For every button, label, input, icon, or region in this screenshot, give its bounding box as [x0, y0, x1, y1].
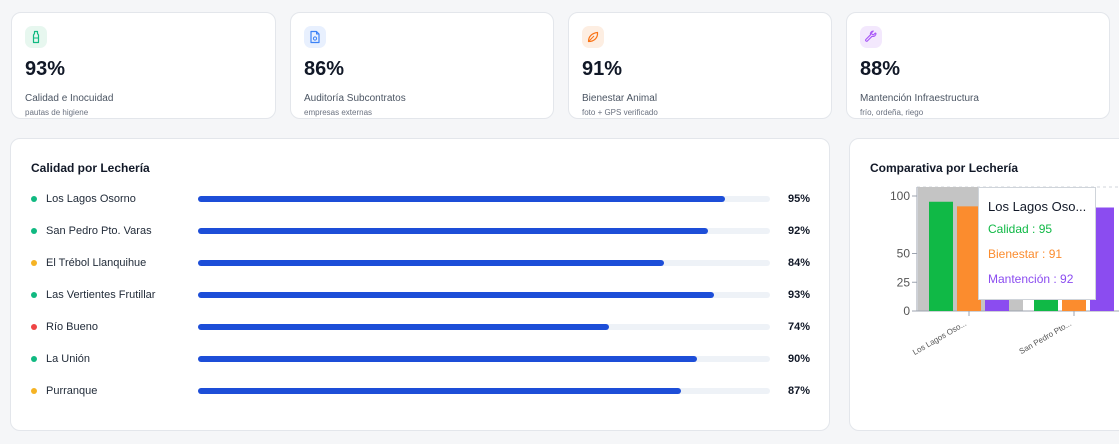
percentage-value: 90% — [787, 353, 810, 365]
status-dot — [31, 356, 37, 362]
progress-fill — [198, 260, 665, 266]
tooltip-line-calidad: Calidad : 95 — [988, 222, 1053, 236]
kpi-value: 91% — [582, 58, 623, 80]
percentage-value: 74% — [787, 321, 810, 333]
percentage-value: 87% — [787, 385, 810, 397]
kpi-label: Bienestar Animal — [582, 93, 658, 104]
list-item: Purranque 87% — [11, 383, 829, 399]
list-item: Río Bueno 74% — [11, 319, 829, 335]
document-icon — [304, 26, 326, 48]
kpi-value: 86% — [304, 58, 345, 80]
dairy-name: Río Bueno — [46, 321, 98, 333]
progress-track — [198, 228, 770, 234]
kpi-label: Mantención Infraestructura — [860, 93, 979, 104]
status-dot — [31, 388, 37, 394]
tooltip-line-mantencion: Mantención : 92 — [988, 272, 1074, 286]
percentage-value: 84% — [787, 257, 810, 269]
kpi-card-mantencion: 88% Mantención Infraestructura frío, ord… — [846, 12, 1110, 119]
kpi-label: Calidad e Inocuidad — [25, 93, 114, 104]
status-dot — [31, 324, 37, 330]
dairy-name: El Trébol Llanquihue — [46, 257, 147, 269]
list-item: El Trébol Llanquihue 84% — [11, 255, 829, 271]
card-title: Comparativa por Lechería — [870, 161, 1019, 175]
bottle-icon — [25, 26, 47, 48]
kpi-value: 88% — [860, 58, 901, 80]
progress-fill — [198, 356, 698, 362]
quality-by-dairy-card: Calidad por Lechería Los Lagos Osorno 95… — [10, 138, 830, 431]
list-item: San Pedro Pto. Varas 92% — [11, 223, 829, 239]
progress-fill — [198, 292, 714, 298]
percentage-value: 93% — [787, 289, 810, 301]
status-dot — [31, 260, 37, 266]
percentage-value: 92% — [787, 225, 810, 237]
dairy-name: La Unión — [46, 353, 91, 365]
list-item: Las Vertientes Frutillar 93% — [11, 287, 829, 303]
progress-fill — [198, 324, 609, 330]
kpi-card-auditoria: 86% Auditoría Subcontratos empresas exte… — [290, 12, 554, 119]
tooltip-title: Los Lagos Oso... — [988, 199, 1087, 214]
kpi-label: Auditoría Subcontratos — [304, 93, 406, 104]
kpi-subtitle: empresas externas — [304, 108, 373, 117]
progress-track — [198, 388, 770, 394]
progress-track — [198, 324, 770, 330]
status-dot — [31, 228, 37, 234]
kpi-card-bienestar: 91% Bienestar Animal foto + GPS verifica… — [568, 12, 832, 119]
tooltip-line-bienestar: Bienestar : 91 — [988, 247, 1063, 261]
progress-fill — [198, 228, 709, 234]
progress-track — [198, 260, 770, 266]
dairy-name: Los Lagos Osorno — [46, 193, 136, 205]
leaf-icon — [582, 26, 604, 48]
kpi-card-calidad: 93% Calidad e Inocuidad pautas de higien… — [11, 12, 276, 119]
percentage-value: 95% — [787, 193, 810, 205]
progress-track — [198, 356, 770, 362]
wrench-icon — [860, 26, 882, 48]
dairy-name: San Pedro Pto. Varas — [46, 225, 152, 237]
status-dot — [31, 196, 37, 202]
dairy-name: Purranque — [46, 385, 98, 397]
kpi-subtitle: foto + GPS verificado — [582, 108, 658, 117]
kpi-subtitle: pautas de higiene — [25, 108, 89, 117]
list-item: Los Lagos Osorno 95% — [11, 191, 829, 207]
progress-track — [198, 196, 770, 202]
kpi-subtitle: frío, ordeña, riego — [860, 108, 924, 117]
progress-fill — [198, 196, 726, 202]
dairy-name: Las Vertientes Frutillar — [46, 289, 156, 301]
progress-track — [198, 292, 770, 298]
list-item: La Unión 90% — [11, 351, 829, 367]
chart-tooltip: Los Lagos Oso... Calidad : 95 Bienestar … — [978, 187, 1096, 300]
progress-fill — [198, 388, 681, 394]
status-dot — [31, 292, 37, 298]
card-title: Calidad por Lechería — [31, 161, 150, 175]
kpi-value: 93% — [25, 58, 66, 80]
